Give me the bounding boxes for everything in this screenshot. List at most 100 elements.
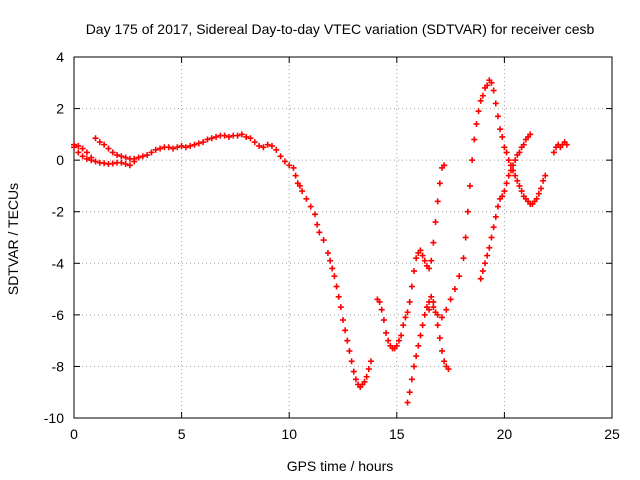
data-point xyxy=(342,327,349,334)
data-point xyxy=(479,92,486,99)
data-point xyxy=(430,298,437,305)
data-point xyxy=(333,283,340,290)
data-point xyxy=(527,131,534,138)
data-point xyxy=(361,378,368,385)
data-point xyxy=(408,376,415,383)
x-tick-label: 15 xyxy=(389,426,405,442)
data-point xyxy=(413,255,420,262)
data-point xyxy=(503,149,510,156)
data-point xyxy=(438,314,445,321)
data-point xyxy=(165,144,172,151)
data-point xyxy=(490,224,497,231)
data-point xyxy=(542,172,549,179)
x-axis-label: GPS time / hours xyxy=(287,458,394,474)
data-point xyxy=(479,268,486,275)
data-point xyxy=(101,141,108,148)
data-point xyxy=(436,180,443,187)
data-point xyxy=(352,376,359,383)
data-point xyxy=(400,322,407,329)
data-point xyxy=(464,208,471,215)
data-point xyxy=(484,82,491,89)
tick-labels: 0 5 10 15 20 25 -10 -8 -6 -4 -2 0 2 4 xyxy=(44,49,620,442)
data-point xyxy=(505,157,512,164)
data-point xyxy=(109,149,116,156)
data-point xyxy=(469,157,476,164)
chart-title: Day 175 of 2017, Sidereal Day-to-day VTE… xyxy=(86,21,595,37)
data-point xyxy=(520,141,527,148)
data-point xyxy=(441,358,448,365)
data-point xyxy=(501,144,508,151)
data-point xyxy=(445,366,452,373)
data-point xyxy=(340,317,346,324)
data-point xyxy=(499,193,506,200)
data-point xyxy=(540,177,547,184)
data-point xyxy=(281,158,288,165)
data-point xyxy=(411,268,418,275)
x-tick-label: 0 xyxy=(70,426,78,442)
data-point xyxy=(83,149,90,156)
data-point xyxy=(451,286,458,293)
data-point xyxy=(550,149,557,156)
data-point xyxy=(406,389,413,396)
data-point xyxy=(393,342,400,349)
data-point xyxy=(518,188,525,195)
data-point xyxy=(497,126,504,133)
data-point xyxy=(447,296,454,303)
data-point xyxy=(417,332,424,339)
data-point xyxy=(307,203,314,210)
y-tick-label: 0 xyxy=(56,152,64,168)
data-point xyxy=(182,144,189,151)
data-point xyxy=(475,108,482,115)
data-point xyxy=(473,121,480,128)
data-point xyxy=(75,142,82,149)
data-point xyxy=(144,151,151,158)
data-point xyxy=(434,322,441,329)
data-point xyxy=(385,337,392,344)
y-tick-label: -8 xyxy=(52,358,65,374)
data-point xyxy=(316,229,323,236)
data-point xyxy=(492,213,499,220)
data-point xyxy=(126,162,133,169)
data-point xyxy=(421,311,428,318)
data-point xyxy=(191,141,198,148)
data-point xyxy=(460,255,467,262)
data-point xyxy=(88,154,95,161)
data-point xyxy=(131,155,138,162)
data-point xyxy=(426,306,433,313)
data-point xyxy=(264,141,271,148)
data-point xyxy=(466,182,473,189)
data-point xyxy=(456,273,463,280)
data-points xyxy=(71,77,570,406)
data-point xyxy=(200,139,207,146)
data-point xyxy=(514,177,521,184)
data-point xyxy=(118,159,125,166)
data-point xyxy=(477,97,484,104)
data-point xyxy=(243,133,250,140)
data-point xyxy=(376,298,383,305)
data-point xyxy=(499,133,506,140)
data-point xyxy=(79,153,86,160)
y-axis-label: SDTVAR / TECUs xyxy=(5,183,21,295)
data-point xyxy=(505,172,512,179)
data-point xyxy=(426,265,433,272)
data-point xyxy=(348,358,355,365)
data-point xyxy=(413,353,420,360)
data-point xyxy=(501,188,508,195)
x-tick-label: 25 xyxy=(604,426,620,442)
data-point xyxy=(535,190,542,197)
data-point xyxy=(434,198,441,205)
data-point xyxy=(512,157,519,164)
data-point xyxy=(428,257,435,264)
data-point xyxy=(221,132,228,139)
data-point xyxy=(324,249,331,256)
data-point xyxy=(71,141,77,148)
data-point xyxy=(260,144,267,151)
data-point xyxy=(346,347,353,354)
data-point xyxy=(105,145,112,152)
x-tick-label: 5 xyxy=(178,426,186,442)
data-point xyxy=(408,283,415,290)
data-point xyxy=(296,182,303,189)
data-point xyxy=(503,180,510,187)
data-point xyxy=(204,136,211,143)
